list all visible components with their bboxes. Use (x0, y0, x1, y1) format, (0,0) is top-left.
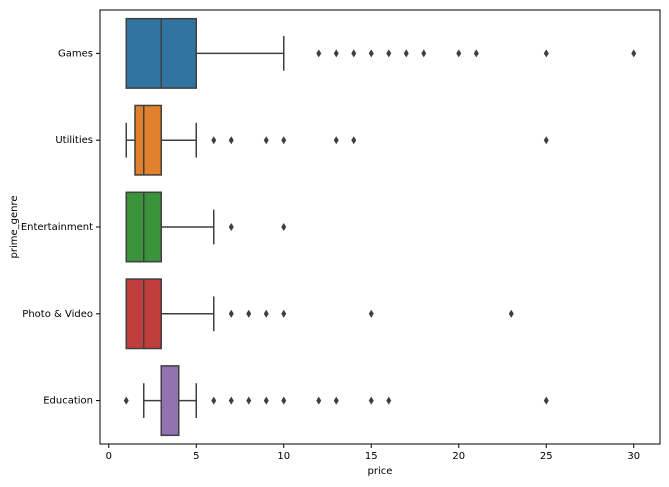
box (134, 104, 162, 176)
outlier (281, 396, 287, 405)
y-tick-label: Games (58, 48, 93, 59)
outlier (316, 49, 322, 58)
outlier (246, 309, 252, 318)
outlier (246, 396, 252, 405)
outlier (351, 49, 357, 58)
outlier (211, 136, 217, 145)
y-tick-label: Entertainment (21, 222, 93, 233)
x-tick-label: 25 (540, 451, 553, 462)
box (160, 365, 180, 437)
outlier (368, 396, 374, 405)
outlier (281, 136, 287, 145)
y-tick-label: Photo & Video (22, 309, 93, 320)
outlier (281, 223, 287, 231)
outlier (473, 49, 479, 58)
outlier (631, 49, 637, 58)
x-tick-label: 5 (193, 451, 199, 462)
outlier (333, 396, 339, 405)
x-tick-label: 0 (106, 451, 112, 462)
y-tick-label: Education (43, 396, 93, 407)
outlier (263, 136, 269, 145)
x-tick-label: 30 (627, 451, 640, 462)
outlier (508, 309, 514, 318)
x-tick-label: 15 (365, 451, 378, 462)
outlier (543, 136, 549, 145)
x-tick-label: 20 (452, 451, 465, 462)
outlier (228, 136, 234, 145)
outlier (263, 396, 269, 405)
outlier (386, 49, 392, 58)
outlier (368, 309, 374, 318)
outlier (456, 49, 462, 58)
outlier (211, 396, 217, 405)
outlier (228, 223, 234, 231)
outlier (368, 49, 374, 58)
outlier (543, 49, 549, 58)
y-axis-label: prime_genre (9, 195, 20, 258)
outlier (281, 309, 287, 318)
outlier (351, 136, 357, 145)
x-tick-label: 10 (277, 451, 290, 462)
outlier (228, 396, 234, 405)
y-tick-label: Utilities (55, 135, 93, 146)
plot-frame (99, 9, 661, 445)
outlier (316, 396, 322, 405)
outlier (386, 396, 392, 405)
outlier (333, 136, 339, 145)
outlier (333, 49, 339, 58)
outlier (123, 396, 129, 405)
outlier (263, 309, 269, 318)
outlier (228, 309, 234, 318)
x-axis-label: price (368, 466, 393, 477)
outlier (543, 396, 549, 405)
outlier (421, 49, 427, 58)
outlier (403, 49, 409, 58)
